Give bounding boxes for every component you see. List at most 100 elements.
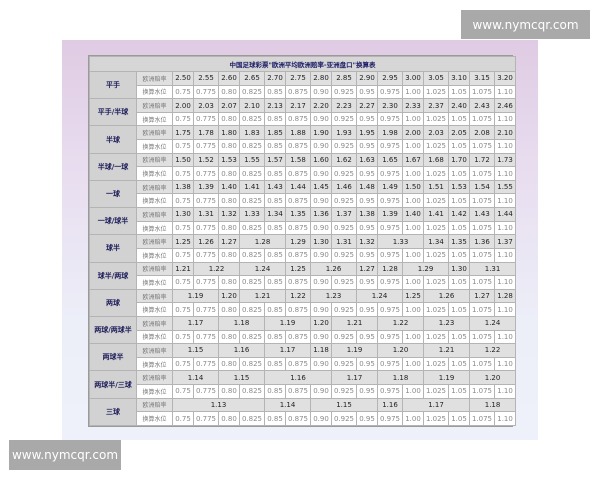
odds-cell: 1.40	[218, 179, 240, 195]
odds-cell: 1.37	[493, 234, 517, 249]
water-cell: 1.025	[423, 220, 449, 236]
odds-cell: 1.15	[310, 397, 378, 413]
odds-cell: 1.40	[402, 207, 424, 222]
odds-cell: 1.23	[423, 315, 470, 331]
water-cell: 1.025	[423, 356, 449, 372]
water-cell: 0.825	[239, 411, 265, 426]
water-cell: 1.025	[423, 111, 449, 127]
water-cell: 1.05	[448, 384, 470, 399]
odds-cell: 1.16	[377, 397, 403, 413]
water-cell: 0.875	[285, 111, 311, 127]
water-row-label: 换算水位	[136, 220, 173, 236]
water-cell: 1.10	[493, 275, 517, 290]
water-cell: 1.10	[493, 220, 517, 236]
water-cell: 1.00	[402, 193, 424, 209]
water-cell: 1.075	[469, 166, 495, 181]
water-cell: 0.80	[218, 220, 240, 236]
water-cell: 0.85	[264, 111, 286, 127]
water-cell: 0.975	[377, 247, 403, 263]
odds-cell: 1.68	[423, 152, 449, 168]
water-cell: 0.90	[310, 193, 332, 209]
handicap-label: 两球	[89, 288, 137, 317]
water-row-label: 换算水位	[136, 275, 173, 290]
odds-cell: 1.24	[356, 288, 403, 304]
handicap-label: 两球/两球半	[89, 315, 137, 345]
water-cell: 0.85	[264, 356, 286, 372]
water-cell: 0.825	[239, 384, 265, 399]
conversion-table-container: 中国足球彩票"欧洲平均欧洲赔率-亚洲盘口"换算表 平手 欧洲赔率 2.50 2.55 2…	[88, 55, 517, 427]
water-cell: 1.075	[469, 193, 495, 209]
odds-cell: 3.05	[423, 71, 449, 86]
odds-cell: 1.19	[264, 315, 311, 331]
odds-cell: 2.37	[423, 98, 449, 113]
water-cell: 0.95	[356, 139, 378, 154]
odds-cell: 1.19	[423, 370, 470, 386]
odds-row: 球半 欧洲赔率 1.25 1.26 1.27 1.28 1.29 1.30 1.31 1.32 1.…	[89, 234, 517, 263]
odds-cell: 2.05	[448, 125, 470, 141]
handicap-label: 半球	[89, 125, 137, 154]
water-cell: 0.925	[331, 247, 357, 263]
odds-cell: 2.40	[448, 98, 470, 113]
odds-cell: 1.54	[469, 179, 495, 195]
odds-cell: 1.31	[193, 207, 219, 222]
odds-cell: 1.17	[331, 370, 378, 386]
odds-cell: 1.36	[310, 207, 332, 222]
water-cell: 1.075	[469, 247, 495, 263]
odds-cell: 2.03	[423, 125, 449, 141]
water-cell: 0.75	[172, 275, 194, 290]
odds-cell: 1.37	[331, 207, 357, 222]
water-cell: 0.825	[239, 111, 265, 127]
water-cell: 1.10	[493, 329, 517, 345]
odds-cell: 1.29	[402, 261, 449, 277]
water-row: 换算水位 0.75 0.775 0.80 0.825 0.85 0.875 0.90 0.925…	[90, 302, 517, 317]
odds-cell: 1.32	[218, 207, 240, 222]
water-cell: 0.975	[377, 220, 403, 236]
odds-cell: 3.00	[402, 71, 424, 86]
odds-cell: 2.75	[285, 71, 311, 86]
water-cell: 1.05	[448, 166, 470, 181]
odds-cell: 1.45	[310, 179, 332, 195]
water-cell: 1.10	[493, 166, 517, 181]
water-cell: 0.875	[285, 220, 311, 236]
water-cell: 0.90	[310, 166, 332, 181]
odds-cell: 1.53	[448, 179, 470, 195]
odds-cell: 1.21	[423, 343, 470, 358]
water-cell: 0.85	[264, 193, 286, 209]
water-row: 换算水位 0.75 0.775 0.80 0.825 0.85 0.875 0.90 0.925…	[90, 193, 517, 209]
handicap-label: 平手/半球	[89, 98, 137, 127]
odds-cell: 1.38	[356, 207, 378, 222]
odds-cell: 1.24	[239, 261, 286, 277]
handicap-label: 半球/一球	[89, 152, 137, 181]
odds-cell: 1.26	[423, 288, 470, 304]
handicap-label: 两球半/三球	[89, 370, 137, 399]
odds-cell: 1.70	[448, 152, 470, 168]
odds-row: 平手 欧洲赔率 2.50 2.55 2.60 2.65 2.70 2.75 2.80 2.85 2.…	[89, 70, 517, 100]
water-cell: 0.925	[331, 139, 357, 154]
water-cell: 0.75	[172, 384, 194, 399]
odds-cell: 1.20	[218, 288, 240, 304]
water-cell: 0.80	[218, 247, 240, 263]
odds-row: 两球/两球半 欧洲赔率 1.17 1.18 1.19 1.20 1.21 1.22 1.23 1.…	[89, 315, 517, 345]
odds-cell: 2.85	[331, 71, 357, 86]
odds-cell: 3.15	[469, 71, 495, 86]
odds-cell: 2.08	[469, 125, 495, 141]
odds-row-label: 欧洲赔率	[136, 207, 173, 222]
odds-cell: 1.28	[239, 234, 286, 249]
water-cell: 0.925	[331, 329, 357, 345]
water-cell: 0.85	[264, 84, 286, 100]
odds-cell: 1.36	[469, 234, 495, 249]
water-cell: 0.925	[331, 275, 357, 290]
odds-cell: 1.55	[493, 179, 517, 195]
odds-row: 一球 欧洲赔率 1.38 1.39 1.40 1.41 1.43 1.44 1.45 1.46 1.…	[89, 179, 517, 209]
water-cell: 0.80	[218, 84, 240, 100]
odds-row-label: 欧洲赔率	[136, 98, 173, 113]
water-cell: 0.80	[218, 139, 240, 154]
watermark-top-right: www.nymcqr.com	[461, 10, 590, 39]
water-cell: 0.80	[218, 193, 240, 209]
odds-cell: 3.20	[493, 71, 517, 86]
handicap-label: 球半	[89, 234, 137, 263]
water-cell: 0.775	[193, 139, 219, 154]
water-cell: 0.85	[264, 166, 286, 181]
water-cell: 1.10	[493, 111, 517, 127]
water-cell: 1.075	[469, 329, 495, 345]
